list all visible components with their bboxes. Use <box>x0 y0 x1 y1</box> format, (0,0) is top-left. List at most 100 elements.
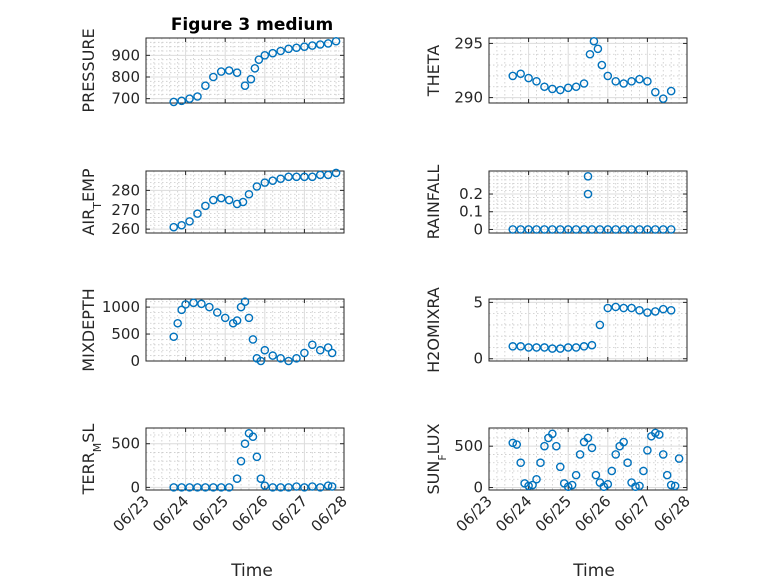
data-point <box>236 456 246 466</box>
data-point <box>670 481 680 491</box>
data-point <box>666 225 676 234</box>
data-point <box>532 474 541 484</box>
x-axis-label-right: Time <box>572 561 615 581</box>
data-point <box>232 316 242 325</box>
y-tick-label: 500 <box>111 325 140 343</box>
data-point <box>595 320 605 330</box>
data-point <box>571 470 581 480</box>
data-point <box>193 92 202 101</box>
x-tick-label: 06/23 <box>110 492 153 535</box>
data-point <box>666 86 676 96</box>
axes-box <box>145 170 345 234</box>
y-axis-label-air-temp: AIRTEMP <box>79 168 104 235</box>
subplot-rainfall: 00.10.2 RAINFALL <box>424 165 688 240</box>
data-point <box>532 225 541 234</box>
data-point <box>268 351 278 360</box>
data-point <box>666 305 676 315</box>
data-point <box>571 225 581 234</box>
data-point <box>516 342 525 351</box>
data-point <box>611 77 621 86</box>
data-point <box>563 482 573 491</box>
data-point <box>548 84 557 94</box>
data-point <box>567 480 577 490</box>
data-point <box>284 356 293 366</box>
data-point <box>674 454 684 463</box>
data-point <box>666 480 676 490</box>
data-point <box>611 302 621 312</box>
data-point <box>524 225 533 234</box>
data-point <box>284 172 293 182</box>
y-axis-label-sun-flux: SUNFLUX <box>424 423 449 494</box>
data-point <box>524 481 533 491</box>
data-point <box>268 483 278 492</box>
data-point <box>300 348 309 358</box>
data-point <box>201 201 210 211</box>
data-point <box>308 340 317 350</box>
data-point <box>308 41 317 50</box>
data-point <box>583 433 593 443</box>
data-point <box>244 313 254 323</box>
data-point <box>292 354 301 363</box>
data-point <box>607 466 617 476</box>
data-point <box>177 305 186 315</box>
axes-box <box>488 37 688 104</box>
data-point <box>177 96 186 106</box>
axes-box <box>488 170 688 234</box>
data-point <box>603 225 613 234</box>
y-tick-label: 0 <box>130 478 140 496</box>
data-point <box>260 51 270 60</box>
data-point <box>323 170 333 180</box>
subplot-h2omixra: 0 5 H2OMIXRA <box>424 287 688 373</box>
x-tick-label: 06/25 <box>532 492 575 535</box>
data-point <box>185 94 194 103</box>
y-axis-label-mixdepth: MIXDEPTH <box>79 288 98 371</box>
data-point <box>177 220 186 230</box>
data-point <box>540 82 549 92</box>
data-point <box>323 343 333 352</box>
y-tick-label: 0 <box>473 350 483 368</box>
x-tick-label: 06/25 <box>189 492 232 535</box>
axes-box <box>145 37 345 104</box>
data-point <box>516 225 525 234</box>
data-point <box>323 481 333 490</box>
data-point <box>240 439 250 449</box>
data-point <box>619 79 628 88</box>
data-point <box>643 225 652 234</box>
data-point <box>232 199 242 209</box>
data-point <box>540 225 549 234</box>
data-point <box>587 340 597 350</box>
data-point <box>635 305 644 315</box>
data-point <box>181 300 190 309</box>
data-point <box>193 209 202 218</box>
axes-box <box>145 298 345 362</box>
y-tick-label: 290 <box>454 89 483 107</box>
data-point <box>284 44 293 54</box>
x-tick-label: 06/24 <box>492 492 535 535</box>
data-point <box>276 483 285 492</box>
y-axis-label-rainfall: RAINFALL <box>424 165 443 240</box>
data-point <box>224 195 234 205</box>
data-point <box>643 446 652 455</box>
data-point <box>327 482 337 491</box>
data-point <box>315 170 325 180</box>
y-tick-label: 0 <box>473 479 483 497</box>
data-point <box>169 97 179 107</box>
data-point <box>216 67 226 76</box>
data-point <box>260 178 270 187</box>
y-tick-label: 500 <box>454 437 483 455</box>
axes-box <box>488 298 688 362</box>
data-point <box>189 298 198 308</box>
data-point <box>224 483 234 492</box>
data-point <box>248 432 258 442</box>
data-point <box>635 225 644 234</box>
y-tick-label: 500 <box>111 435 140 453</box>
data-point <box>603 479 613 489</box>
data-point <box>308 172 317 182</box>
x-tick-label: 06/23 <box>453 492 496 535</box>
data-point <box>232 474 242 483</box>
data-point <box>252 182 262 191</box>
y-tick-label: 0.2 <box>459 185 483 203</box>
y-tick-label: 800 <box>111 68 140 86</box>
